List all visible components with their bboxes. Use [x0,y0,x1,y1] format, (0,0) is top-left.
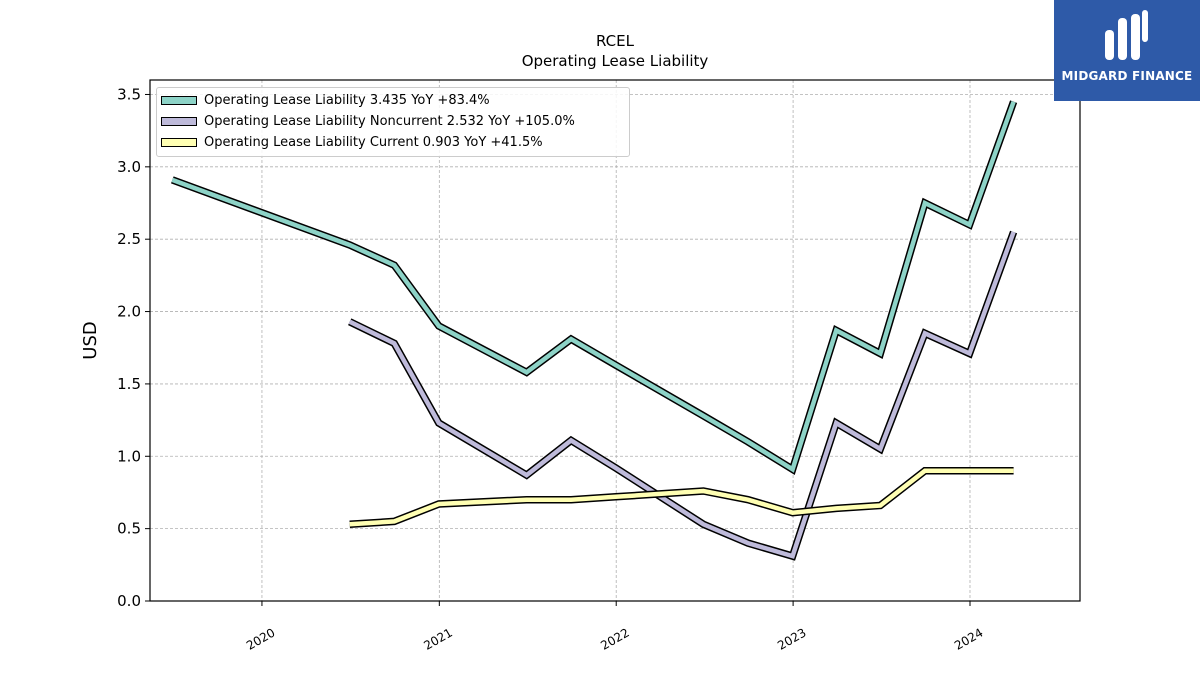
legend-swatch [161,137,197,147]
brand-logo: MIDGARD FINANCE [1054,0,1200,101]
y-tick-label: 1.5 [117,375,141,393]
y-tick-label: 3.0 [117,158,141,176]
chart-title: RCEL [596,32,634,50]
legend-label: Operating Lease Liability Current 0.903 … [204,134,543,150]
series-line-2 [349,468,1014,527]
legend-item-lease-current: Operating Lease Liability Current 0.903 … [161,134,543,150]
logo-text: MIDGARD FINANCE [1061,69,1193,83]
y-tick-label: 3.5 [117,85,141,103]
legend-item-lease-liability: Operating Lease Liability 3.435 YoY +83.… [161,92,490,108]
x-tick-label: 2024 [952,625,985,652]
legend-swatch [161,95,197,105]
series-outline-1 [348,230,1018,561]
chart-subtitle: Operating Lease Liability [521,52,709,70]
y-tick-label: 1.0 [117,447,141,465]
x-tick-label: 2022 [598,625,631,652]
legend-label: Operating Lease Liability Noncurrent 2.5… [204,113,575,129]
logo-mark-icon [1105,10,1148,60]
series-line-0 [171,100,1016,473]
y-tick-label: 0.0 [117,592,141,610]
y-tick-label: 2.5 [117,230,141,248]
legend-item-lease-noncurrent: Operating Lease Liability Noncurrent 2.5… [161,113,575,129]
legend-swatch [161,116,197,126]
y-tick-label: 0.5 [117,520,141,538]
legend-label: Operating Lease Liability 3.435 YoY +83.… [204,92,490,108]
x-tick-label: 2020 [244,625,277,652]
plot-frame [149,79,1081,602]
y-tick-label: 2.0 [117,303,141,321]
legend: Operating Lease Liability 3.435 YoY +83.… [156,87,630,157]
x-tick-label: 2021 [421,625,454,652]
series-line-1 [348,231,1016,559]
x-tick-label: 2023 [775,625,808,652]
y-axis-label: USD [80,321,101,359]
